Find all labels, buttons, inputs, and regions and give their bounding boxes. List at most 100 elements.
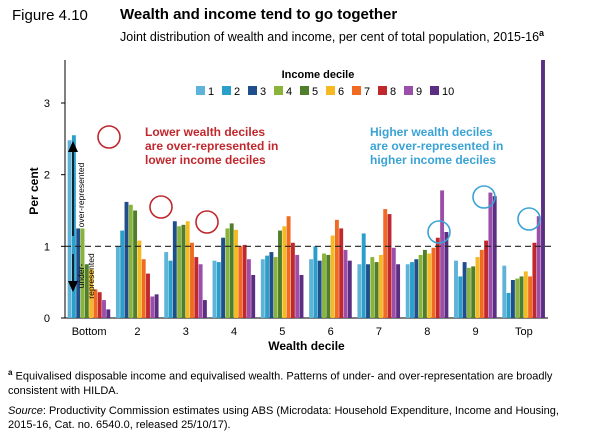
- bar-9-income-5: [471, 266, 476, 318]
- bar-2-income-9: [150, 296, 155, 318]
- source-note: Source: Productivity Commission estimate…: [8, 404, 590, 432]
- bar-4-income-10: [251, 275, 256, 318]
- bar-6-income-5: [326, 254, 331, 318]
- bar-3-income-6: [185, 221, 190, 318]
- legend-label-2: 2: [234, 86, 240, 98]
- highlight-circle-bottom: [97, 125, 121, 149]
- legend-label-1: 1: [208, 86, 214, 98]
- bar-5-income-5: [278, 230, 282, 318]
- figure-label: Figure 4.10: [12, 7, 88, 24]
- under-represented-label-2: represented: [86, 253, 96, 299]
- y-tick-label: 0: [44, 313, 50, 325]
- bar-top-income-8: [532, 242, 537, 318]
- lower-deciles-note-line: are over-represented in: [145, 139, 278, 153]
- subtitle-text: Joint distribution of wealth and income,…: [120, 30, 540, 45]
- y-tick-label: 2: [44, 170, 50, 182]
- y-tick-label: 3: [44, 98, 50, 110]
- under-arrow-head: [68, 281, 78, 292]
- legend-label-6: 6: [338, 86, 344, 98]
- bar-3-income-5: [181, 224, 186, 318]
- bar-3-income-9: [198, 264, 203, 318]
- bar-3-income-1: [164, 252, 169, 318]
- bar-2-income-7: [141, 259, 146, 318]
- bar-bottom-income-10: [106, 309, 111, 318]
- subtitle-note-marker: a: [539, 28, 545, 38]
- bar-top-income-4: [515, 278, 520, 318]
- bar-6-income-4: [322, 253, 326, 318]
- higher-deciles-note-line: higher income deciles: [370, 153, 496, 167]
- bar-6-income-6: [330, 235, 335, 318]
- bar-2-income-4: [128, 204, 133, 318]
- bar-8-income-10: [444, 232, 449, 318]
- bar-bottom-income-9: [102, 300, 106, 318]
- bar-7-income-3: [366, 264, 370, 318]
- bar-8-income-1: [405, 264, 410, 318]
- bar-9-income-8: [484, 240, 489, 318]
- bar-2-income-1: [115, 246, 120, 318]
- lower-deciles-note-line: lower income deciles: [145, 153, 266, 167]
- bar-9-income-7: [479, 249, 484, 318]
- bar-7-income-2: [361, 233, 366, 318]
- bar-9-income-9: [488, 192, 493, 318]
- footnote-a-text: Equivalised disposable income and equiva…: [8, 370, 553, 397]
- bar-7-income-9: [391, 247, 396, 318]
- bar-bottom-income-8: [97, 292, 102, 318]
- bar-4-income-8: [242, 244, 247, 318]
- bar-9-income-3: [462, 262, 467, 318]
- x-tick-label: 4: [231, 326, 237, 338]
- over-arrow-head: [68, 141, 78, 152]
- highlight-circle-top: [517, 207, 541, 231]
- x-tick-label: Bottom: [72, 326, 107, 338]
- higher-deciles-note-line: Higher wealth deciles: [370, 125, 493, 139]
- legend-swatch-2: [222, 86, 231, 95]
- legend-label-5: 5: [312, 86, 318, 98]
- bar-8-income-2: [410, 262, 414, 318]
- bar-2-income-5: [133, 210, 138, 318]
- bar-8-income-9: [440, 190, 445, 318]
- bar-9-income-4: [466, 267, 471, 318]
- legend-swatch-1: [196, 86, 205, 95]
- bar-9-income-10: [492, 196, 497, 318]
- highlight-circle-decile-3: [195, 210, 219, 234]
- footnote-a: a Equivalised disposable income and equi…: [8, 366, 590, 398]
- bar-6-income-10: [347, 260, 352, 318]
- higher-deciles-note-line: are over-represented in: [370, 139, 503, 153]
- bar-5-income-6: [282, 226, 287, 318]
- bar-5-income-9: [295, 254, 300, 318]
- x-tick-label: 8: [424, 326, 430, 338]
- bar-top-income-10: [541, 60, 545, 318]
- source-text: : Productivity Commission estimates usin…: [8, 405, 559, 431]
- legend-swatch-10: [430, 86, 439, 95]
- bar-top-income-3: [510, 280, 515, 318]
- bar-6-income-1: [309, 259, 314, 318]
- bar-6-income-9: [343, 249, 348, 318]
- legend-title: Income decile: [282, 69, 355, 81]
- bar-4-income-4: [225, 228, 230, 318]
- bar-4-income-5: [229, 223, 234, 318]
- bar-6-income-2: [313, 246, 318, 318]
- x-tick-label: 9: [472, 326, 478, 338]
- highlight-circle-decile-8: [427, 220, 451, 244]
- over-represented-label: over-represented: [76, 162, 86, 227]
- under-represented-label-1: under-: [76, 264, 86, 289]
- bar-7-income-8: [387, 214, 392, 318]
- bar-4-income-6: [234, 229, 238, 318]
- legend-swatch-4: [274, 86, 283, 95]
- y-tick-label: 1: [44, 241, 50, 253]
- bar-2-income-10: [154, 294, 159, 318]
- legend-swatch-5: [300, 86, 309, 95]
- bar-2-income-3: [124, 201, 129, 318]
- bar-5-income-7: [286, 216, 291, 318]
- bar-4-income-7: [238, 246, 243, 318]
- bar-5-income-4: [273, 257, 278, 318]
- bar-5-income-2: [265, 255, 270, 318]
- bar-9-income-2: [458, 276, 463, 318]
- legend-swatch-8: [378, 86, 387, 95]
- bar-3-income-2: [168, 260, 173, 318]
- bar-5-income-1: [260, 259, 265, 318]
- bar-top-income-2: [506, 292, 511, 318]
- legend-swatch-6: [326, 86, 335, 95]
- bar-8-income-4: [418, 254, 423, 318]
- bar-3-income-10: [202, 300, 207, 318]
- chart-subtitle: Joint distribution of wealth and income,…: [120, 28, 544, 44]
